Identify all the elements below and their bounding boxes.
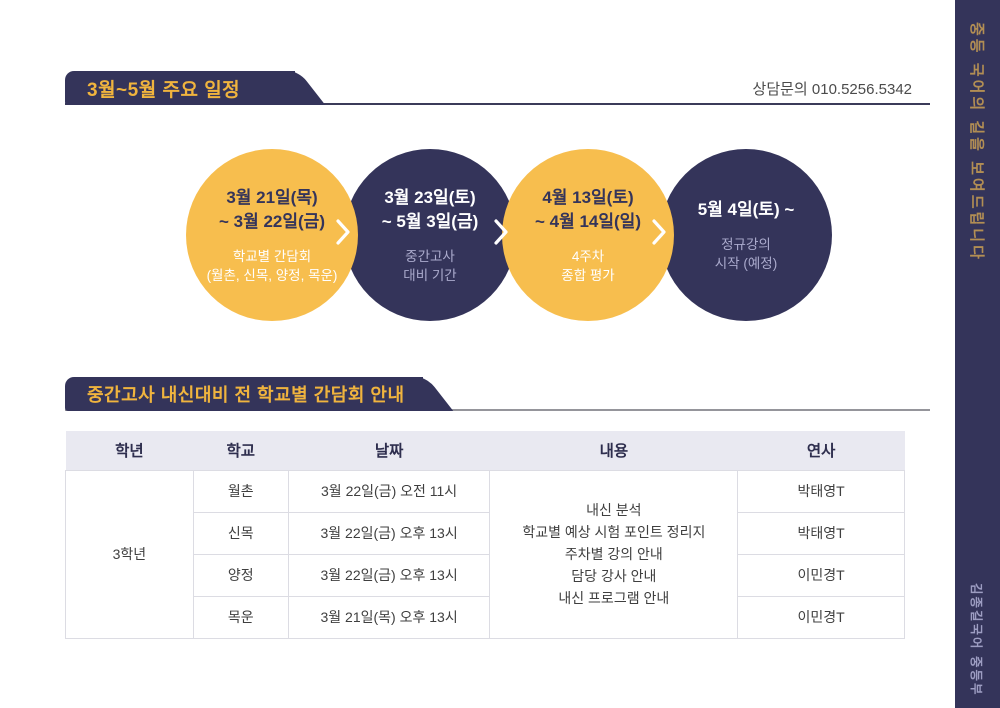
step-desc: 학교별 간담회 (월촌, 신목, 양정, 목운) [206, 248, 338, 283]
section-rule [65, 409, 930, 411]
content-cell: 내신 분석 학교별 예상 시험 포인트 정리지 주차별 강의 안내 담당 강사 … [489, 469, 739, 639]
header-banner: 3월~5월 주요 일정 [65, 71, 295, 105]
header-rule [65, 103, 930, 105]
date-cell: 3월 21일(목) 오후 13시 [287, 595, 491, 639]
contact-info: 상담문의 010.5256.5342 [752, 81, 912, 98]
table-header-row: 학년 학교 날짜 내용 연사 [65, 431, 905, 470]
table-row: 3학년 월촌 3월 22일(금) 오전 11시 내신 분석 학교별 예상 시험 … [65, 469, 905, 639]
sidebar: 중등 국어의 길을 보여드립니다 김종길국어 중등부 [955, 0, 1000, 708]
date-cell: 3월 22일(금) 오전 11시 [287, 469, 491, 513]
school-cell: 신목 [192, 511, 289, 555]
chevron-right-icon [334, 217, 352, 247]
table-row: 양정 3월 22일(금) 오후 13시 이민경T [66, 553, 905, 597]
speaker-cell: 박태영T [737, 469, 905, 513]
step-dates: 3월 21일(목) ~ 3월 22일(금) [219, 187, 325, 231]
step-desc: 중간고사 대비 기간 [403, 248, 457, 283]
date-cell: 3월 22일(금) 오후 13시 [287, 553, 491, 597]
schedule-table: 학년 학교 날짜 내용 연사 3학년 월촌 3월 22일(금) 오전 11시 내… [65, 431, 905, 639]
timeline-step-1: 3월 21일(목) ~ 3월 22일(금) 학교별 간담회 (월촌, 신목, 양… [186, 149, 358, 321]
step-dates: 4월 13일(토) ~ 4월 14일(일) [535, 187, 641, 231]
page-title: 3월~5월 주요 일정 [87, 79, 241, 101]
header-school: 학교 [193, 431, 289, 470]
speaker-cell: 이민경T [737, 553, 905, 597]
school-cell: 목운 [192, 595, 289, 639]
speaker-cell: 이민경T [737, 595, 905, 639]
chevron-right-icon [650, 217, 668, 247]
table-row: 신목 3월 22일(금) 오후 13시 박태영T [66, 511, 905, 555]
school-cell: 월촌 [192, 469, 289, 513]
section-banner: 중간고사 내신대비 전 학교별 간담회 안내 [65, 377, 423, 411]
grade-cell: 3학년 [65, 469, 194, 639]
section-title: 중간고사 내신대비 전 학교별 간담회 안내 [87, 385, 405, 405]
sidebar-brand: 김종길국어 중등부 [969, 582, 983, 696]
date-cell: 3월 22일(금) 오후 13시 [287, 511, 491, 555]
step-dates: 3월 23일(토) ~ 5월 3일(금) [381, 187, 479, 231]
step-desc: 정규강의 시작 (예정) [714, 236, 778, 271]
speaker-cell: 박태영T [737, 511, 905, 555]
table-row: 목운 3월 21일(목) 오후 13시 이민경T [66, 595, 905, 639]
header-grade: 학년 [65, 431, 194, 470]
school-cell: 양정 [192, 553, 289, 597]
chevron-right-icon [492, 217, 510, 247]
header-speaker: 연사 [737, 431, 905, 470]
timeline-step-2: 3월 23일(토) ~ 5월 3일(금) 중간고사 대비 기간 [344, 149, 516, 321]
header-date: 날짜 [288, 431, 490, 470]
header-content: 내용 [489, 431, 738, 470]
timeline-step-3: 4월 13일(토) ~ 4월 14일(일) 4주차 종합 평가 [502, 149, 674, 321]
sidebar-slogan: 중등 국어의 길을 보여드립니다 [968, 22, 985, 262]
step-desc: 4주차 종합 평가 [561, 248, 615, 283]
timeline-step-4: 5월 4일(토) ~ 정규강의 시작 (예정) [660, 149, 832, 321]
step-dates: 5월 4일(토) ~ [697, 199, 795, 219]
